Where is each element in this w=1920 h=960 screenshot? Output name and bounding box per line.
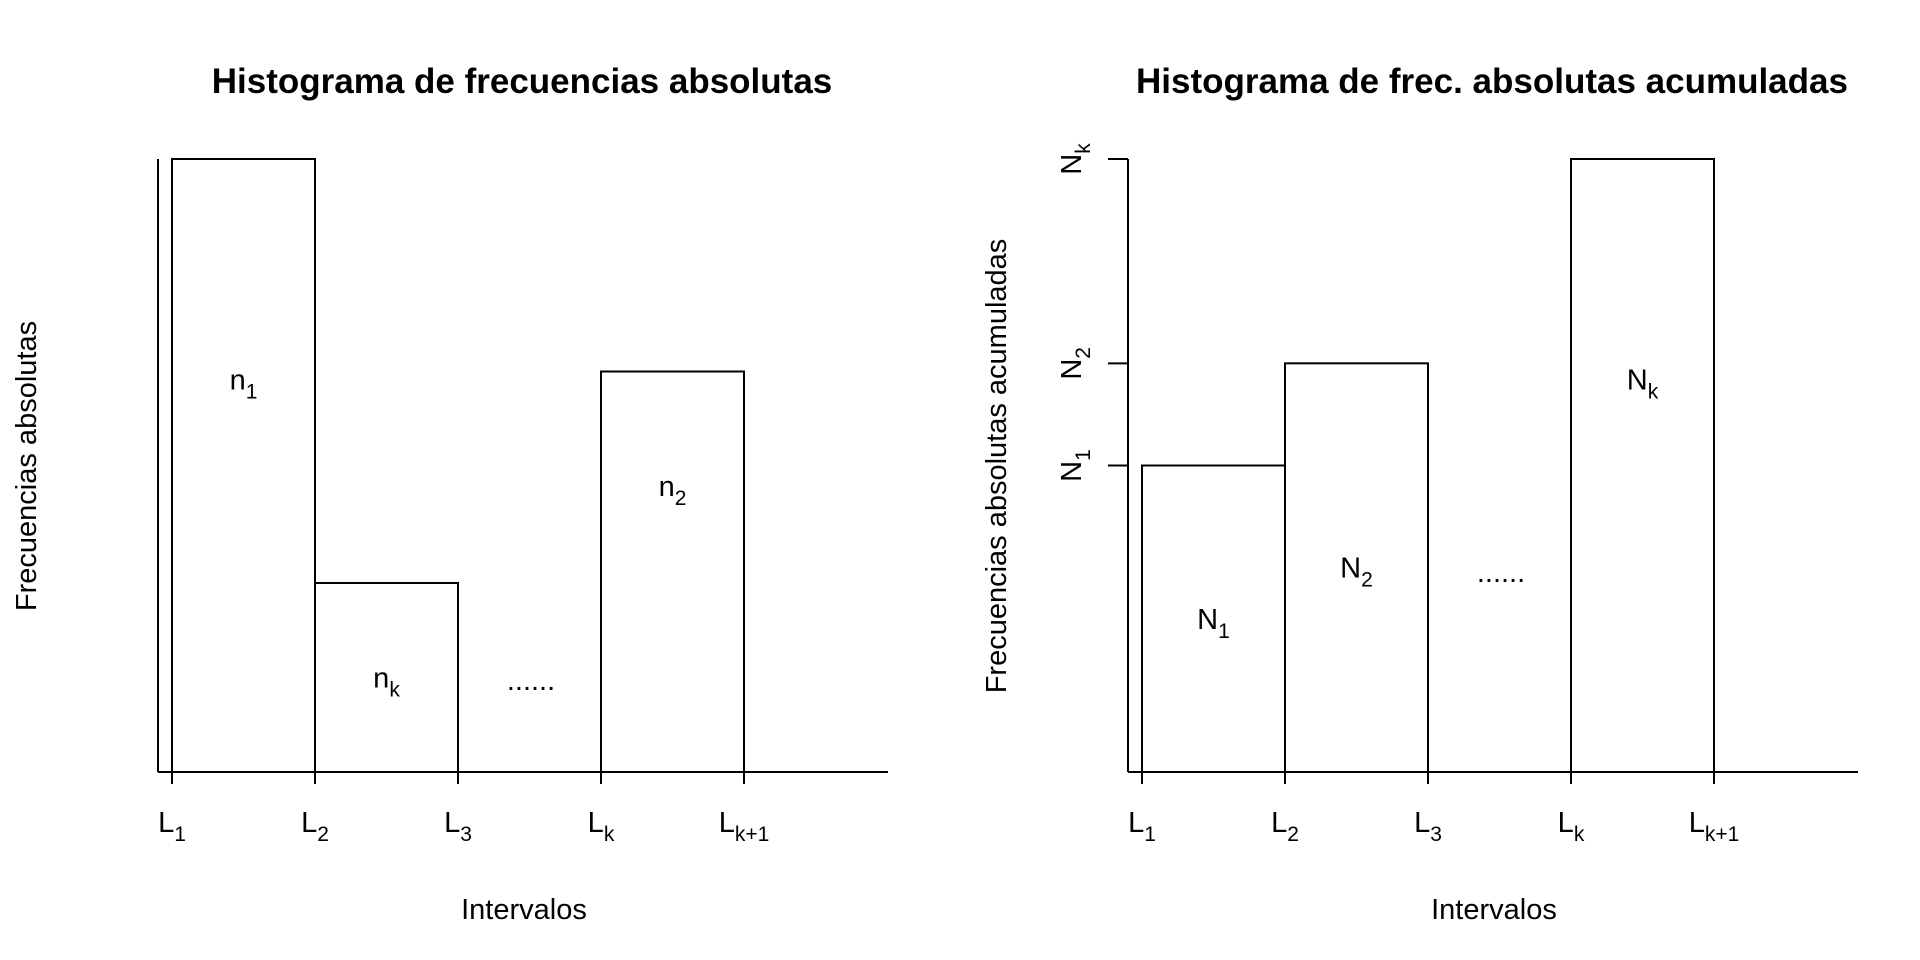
- histogram-bar: [1284, 362, 1429, 773]
- bars-group: n1 nk n2: [171, 158, 745, 773]
- bar-value-label: n2: [659, 471, 687, 510]
- x-tick-label: L3: [444, 807, 472, 846]
- x-tick-label: Lk: [588, 807, 615, 846]
- bar-value-label: N1: [1197, 604, 1230, 643]
- histogram-bar: [600, 370, 745, 773]
- histogram-bar: [314, 581, 459, 773]
- bar-value-label: Nk: [1627, 365, 1659, 404]
- absolute-frequency-panel: Histograma de frecuencias absolutas Inte…: [11, 62, 888, 926]
- x-tick-label: Lk+1: [719, 807, 770, 846]
- x-tick-label: L1: [1128, 807, 1156, 846]
- histogram-bar: [171, 158, 316, 773]
- y-tick-label: N1: [1056, 449, 1095, 482]
- chart-title: Histograma de frecuencias absolutas: [212, 62, 833, 101]
- x-tick-label: Lk+1: [1689, 807, 1740, 846]
- cumulative-frequency-panel: Histograma de frec. absolutas acumuladas…: [981, 62, 1858, 926]
- bar-value-label: N2: [1340, 553, 1373, 592]
- x-ticks-group: L1 L2 L3 Lk Lk+1: [1128, 772, 1739, 846]
- x-axis-label: Intervalos: [1431, 894, 1557, 926]
- y-axis-label: Frecuencias absolutas: [11, 321, 43, 611]
- x-tick-label: L2: [1271, 807, 1299, 846]
- bars-group: N1 N2 Nk: [1141, 158, 1715, 773]
- y-tick-label: N2: [1056, 347, 1095, 380]
- ellipsis-annotation: ......: [507, 665, 555, 697]
- x-tick-label: Lk: [1558, 807, 1585, 846]
- ellipsis-annotation: ......: [1477, 557, 1525, 589]
- x-tick-label: L3: [1414, 807, 1442, 846]
- x-tick-label: L1: [158, 807, 186, 846]
- y-tick-label: Nk: [1056, 143, 1095, 175]
- y-ticks-group: N1 N2 Nk: [1056, 143, 1128, 482]
- x-tick-label: L2: [301, 807, 329, 846]
- y-axis-label: Frecuencias absolutas acumuladas: [981, 239, 1013, 694]
- x-ticks-group: L1 L2 L3 Lk Lk+1: [158, 772, 769, 846]
- histogram-bar: [1570, 158, 1715, 773]
- bar-value-label: nk: [373, 662, 400, 701]
- chart-title: Histograma de frec. absolutas acumuladas: [1136, 62, 1848, 101]
- bar-value-label: n1: [230, 365, 258, 404]
- x-axis-label: Intervalos: [461, 894, 587, 926]
